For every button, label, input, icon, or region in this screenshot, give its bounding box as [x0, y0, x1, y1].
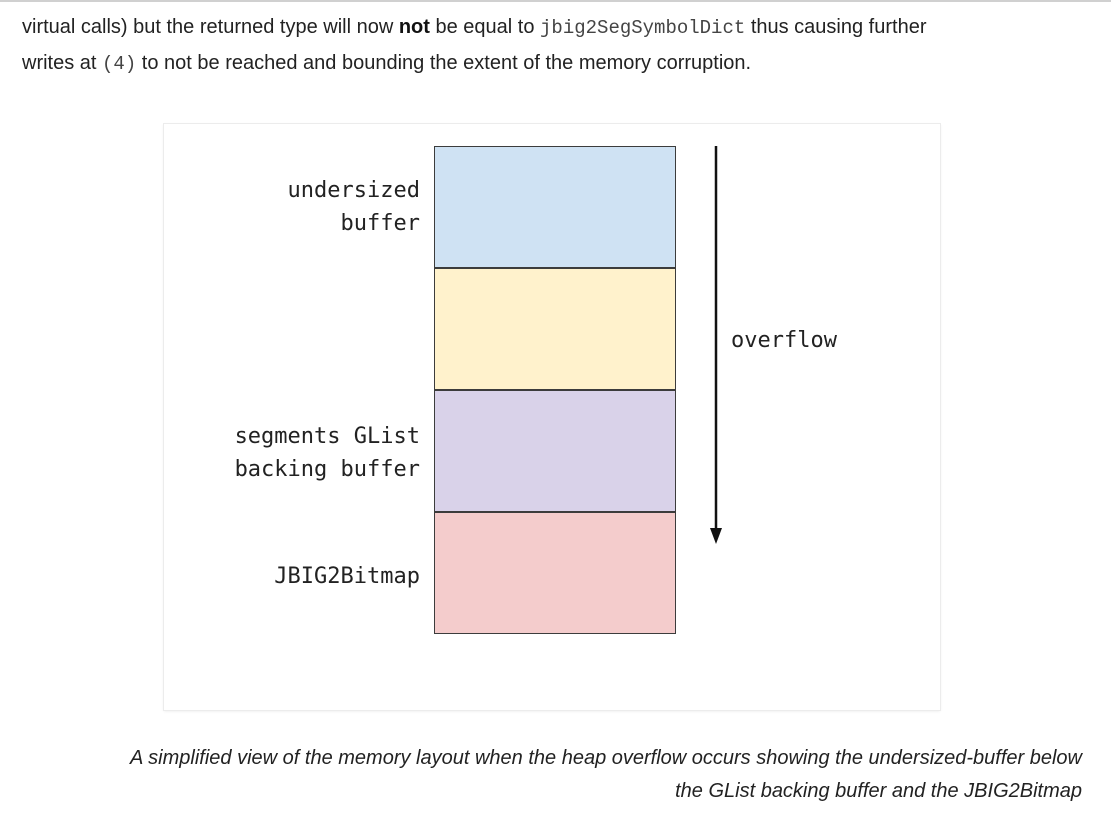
label-undersized-line2: buffer: [340, 211, 420, 236]
paragraph-text-3: thus causing further: [745, 16, 927, 38]
glist-backing-buffer-block: [434, 390, 676, 512]
caption-line1: A simplified view of the memory layout w…: [130, 747, 1082, 769]
code-jbig2segsymboldict: jbig2SegSymbolDict: [540, 17, 746, 39]
paragraph-bold-not: not: [398, 16, 430, 38]
figure-caption: A simplified view of the memory layout w…: [22, 742, 1082, 808]
overflow-arrow-icon: [710, 146, 722, 544]
code-step-4: (4): [102, 53, 137, 75]
paragraph-text-1: virtual calls) but the returned type wil…: [22, 16, 399, 38]
body-paragraph: virtual calls) but the returned type wil…: [22, 10, 1102, 82]
paragraph-text-5: to not be reached and bounding the exten…: [136, 52, 752, 74]
label-segments-glist: segments GList backing buffer: [235, 420, 420, 486]
paragraph-text-2: be equal to: [429, 16, 541, 38]
jbig2bitmap-block: [434, 512, 676, 634]
top-divider: [0, 0, 1111, 2]
label-segments-line1: segments GList: [234, 424, 420, 449]
intermediate-block: [434, 268, 676, 390]
label-undersized-line1: undersized: [287, 178, 420, 203]
label-jbig2bitmap: JBIG2Bitmap: [274, 564, 420, 589]
paragraph-text-4: writes at: [22, 52, 103, 74]
overflow-arrow-head: [710, 528, 722, 544]
overflow-label: overflow: [731, 328, 837, 353]
caption-line2: the GList backing buffer and the JBIG2Bi…: [675, 780, 1082, 802]
memory-layout-diagram: undersized buffer segments GList backing…: [164, 124, 940, 710]
undersized-buffer-block: [434, 146, 676, 268]
label-undersized-buffer: undersized buffer: [288, 174, 420, 240]
label-segments-line2: backing buffer: [234, 457, 420, 482]
